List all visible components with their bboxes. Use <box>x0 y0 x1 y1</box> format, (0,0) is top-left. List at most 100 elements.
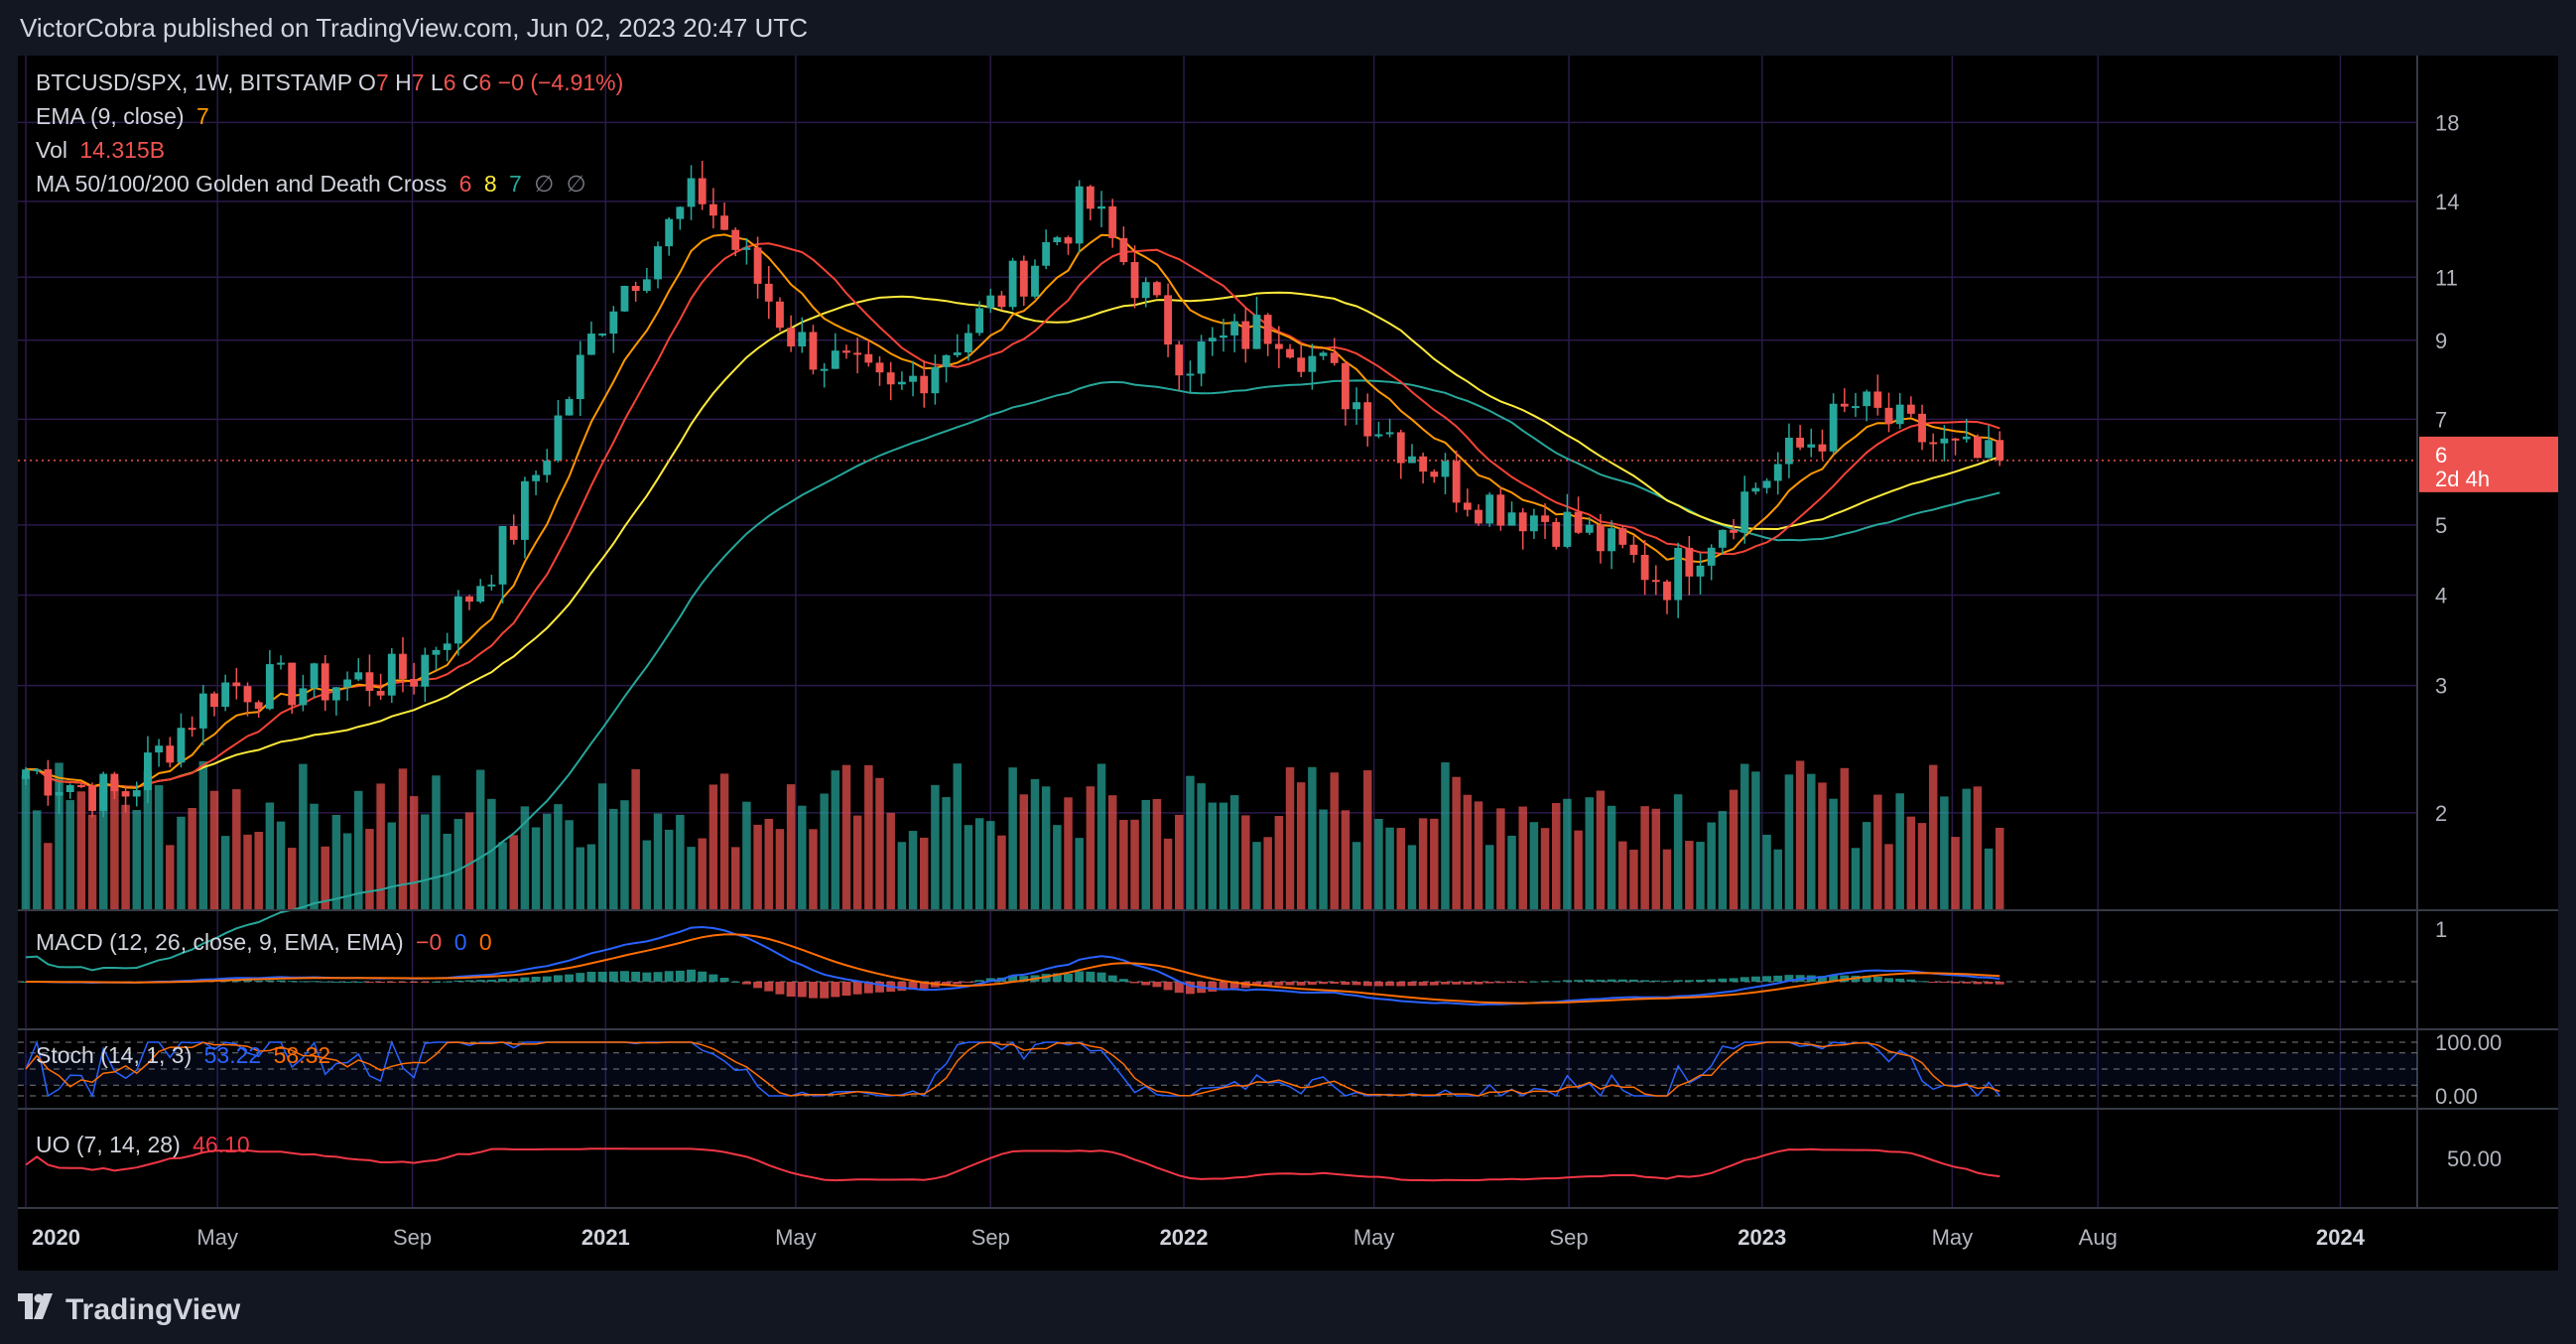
time-label-10: May <box>1932 1225 1974 1250</box>
candle-body-119 <box>1341 362 1350 410</box>
macd-hist-85 <box>964 982 973 983</box>
volume-bar-44 <box>509 835 518 909</box>
macd-hist-109 <box>1229 982 1239 989</box>
macd-hist-40 <box>464 980 474 982</box>
candle-body-105 <box>1186 373 1195 376</box>
macd-hist-178 <box>1995 982 2004 985</box>
volume-bar-121 <box>1363 770 1372 909</box>
candle-body-112 <box>1263 315 1272 344</box>
candle-body-50 <box>576 354 584 400</box>
volume-bar-169 <box>1895 793 1904 909</box>
chart-area[interactable]: 18 14 11 9 7 5 4 3 2 6 2d 4h 1 100.00 0.00 50.00 2020 Ma… <box>18 56 2558 1271</box>
stoch-label[interactable]: Stoch (14, 1, 3) <box>36 1042 193 1068</box>
volume-bar-4 <box>65 800 74 909</box>
candle-body-27 <box>321 663 329 701</box>
macd-hist-119 <box>1341 982 1351 986</box>
candle-body-128 <box>1441 461 1450 477</box>
macd-hist-72 <box>820 982 830 999</box>
candle-body-77 <box>875 362 884 373</box>
candle-body-87 <box>986 295 995 309</box>
candle-body-99 <box>1119 237 1128 263</box>
volume-bar-136 <box>1529 822 1539 909</box>
candle-body-138 <box>1552 521 1561 547</box>
volume-bar-95 <box>1075 838 1084 909</box>
volume-bar-174 <box>1951 837 1960 909</box>
ema-label[interactable]: EMA (9, close) <box>36 103 185 129</box>
volume-bar-175 <box>1962 788 1971 909</box>
volume-bar-16 <box>198 760 208 909</box>
volume-bar-129 <box>1452 776 1461 909</box>
candle-body-44 <box>509 525 518 540</box>
macd-label[interactable]: MACD (12, 26, close, 9, EMA, EMA) <box>36 929 404 955</box>
ohlc-values: O7 H7 L6 C6 <box>358 69 491 95</box>
candle-body-69 <box>787 328 796 346</box>
candle-body-155 <box>1740 491 1749 533</box>
volume-bar-43 <box>498 842 507 909</box>
candle-body-70 <box>798 332 807 346</box>
candle-body-102 <box>1153 282 1161 296</box>
stoch-d-value: 58.32 <box>273 1042 331 1068</box>
macd-hist-134 <box>1507 982 1517 983</box>
candle-body-86 <box>975 308 984 334</box>
volume-bar-123 <box>1385 827 1394 909</box>
indicator-panes <box>18 56 2558 1209</box>
volume-bar-146 <box>1640 806 1649 909</box>
ema-value: 7 <box>195 103 209 129</box>
volume-bar-54 <box>620 800 629 909</box>
candle-body-66 <box>753 247 762 284</box>
macd-hist-108 <box>1219 982 1228 991</box>
macd-hist-42 <box>486 980 496 982</box>
candle-body-7 <box>99 773 108 811</box>
macd-hist-159 <box>1784 975 1794 982</box>
candle-body-127 <box>1430 471 1439 477</box>
macd-hist-164 <box>1840 975 1850 982</box>
candle-body-33 <box>387 653 396 696</box>
candle-body-136 <box>1529 515 1538 532</box>
volume-bar-63 <box>719 773 729 909</box>
ohlc-value-1: 7 <box>411 69 425 95</box>
candle-body-11 <box>144 752 152 791</box>
volume-bar-5 <box>76 791 86 909</box>
macd-hist-66 <box>753 982 763 989</box>
macd-hist-118 <box>1330 982 1340 984</box>
candle-body-88 <box>997 295 1006 308</box>
candle-body-56 <box>642 279 651 292</box>
volume-bar-21 <box>254 831 263 909</box>
candle-body-42 <box>487 584 496 587</box>
vol-label[interactable]: Vol <box>36 137 67 163</box>
macd-hist-55 <box>631 971 641 982</box>
macd-hist-27 <box>321 981 330 983</box>
candle-body-143 <box>1608 528 1616 552</box>
volume-bar-15 <box>188 807 196 909</box>
ohlc-key-3: C <box>455 69 479 95</box>
volume-bar-120 <box>1352 842 1361 909</box>
volume-bar-86 <box>974 818 984 909</box>
volume-bar-3 <box>55 762 64 909</box>
volume-bar-18 <box>220 836 230 909</box>
volume-bar-111 <box>1252 842 1261 909</box>
volume-bar-48 <box>554 804 563 909</box>
macd-hist-26 <box>310 981 320 983</box>
uo-label[interactable]: UO (7, 14, 28) <box>36 1132 181 1157</box>
volume-bar-39 <box>453 819 463 909</box>
symbol-label[interactable]: BTCUSD/SPX, 1W, BITSTAMP <box>36 69 352 95</box>
macd-hist-41 <box>475 980 485 982</box>
macd-hist-58 <box>664 971 674 982</box>
candle-body-126 <box>1419 456 1428 472</box>
footer-brand[interactable]: TradingView <box>18 1280 240 1340</box>
volume-bar-49 <box>565 820 574 909</box>
candle-body-37 <box>432 649 441 655</box>
candle-body-78 <box>886 372 895 385</box>
macd-hist-97 <box>1096 972 1106 982</box>
macd-hist-168 <box>1884 978 1893 982</box>
volume-bar-119 <box>1341 810 1351 909</box>
candle-body-5 <box>76 785 85 788</box>
volume-bar-36 <box>421 814 430 909</box>
macd-hist-104 <box>1174 982 1184 994</box>
volume-bar-6 <box>87 814 97 909</box>
ma-label[interactable]: MA 50/100/200 Golden and Death Cross <box>36 171 448 197</box>
macd-hist-60 <box>687 969 697 982</box>
volume-bar-52 <box>597 783 607 909</box>
